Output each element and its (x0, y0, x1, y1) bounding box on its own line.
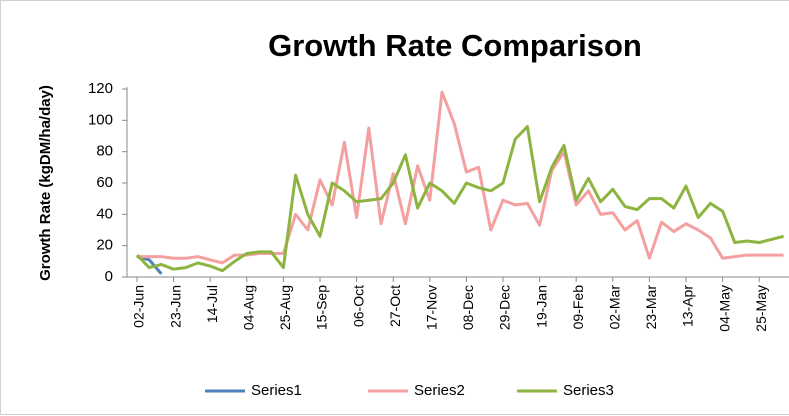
series-line (135, 125, 784, 273)
y-tick-label: 100 (88, 111, 113, 128)
x-tick-label: 14-Jul (204, 285, 220, 323)
y-axis-label: Growth Rate (kgDM/ha/day) (37, 85, 54, 281)
x-tick-label: 27-Oct (387, 285, 403, 327)
y-tick-label: 80 (96, 143, 113, 160)
y-tick-label: 40 (96, 205, 113, 222)
y-tick-label: 0 (105, 268, 113, 285)
x-tick-label: 23-Mar (643, 285, 659, 330)
chart-title: Growth Rate Comparison (268, 28, 642, 63)
x-tick-label: 15-Sep (314, 285, 330, 330)
legend-label: Series1 (251, 382, 302, 399)
series-line (137, 90, 784, 265)
x-tick-label: 17-Nov (424, 285, 440, 330)
y-tick-label: 120 (88, 80, 113, 97)
x-tick-label: 06-Oct (350, 285, 366, 327)
x-tick-label: 04-Aug (241, 285, 257, 330)
x-tick-label: 02-Jun (131, 285, 147, 328)
x-tick-label: 08-Dec (460, 285, 476, 330)
x-tick-label: 04-May (716, 285, 732, 332)
x-tick-label: 23-Jun (167, 285, 183, 328)
x-tick-label: 29-Dec (497, 285, 513, 330)
x-tick-label: 25-May (753, 285, 769, 332)
y-tick-label: 20 (96, 237, 113, 254)
x-tick-label: 02-Mar (607, 285, 623, 330)
x-tick-label: 13-Apr (680, 285, 696, 327)
y-tick-label: 60 (96, 174, 113, 191)
legend-label: Series2 (414, 382, 465, 399)
x-tick-label: 25-Aug (277, 285, 293, 330)
x-tick-label: 09-Feb (570, 285, 586, 330)
x-tick-label: 19-Jan (533, 285, 549, 328)
legend-label: Series3 (563, 382, 614, 399)
